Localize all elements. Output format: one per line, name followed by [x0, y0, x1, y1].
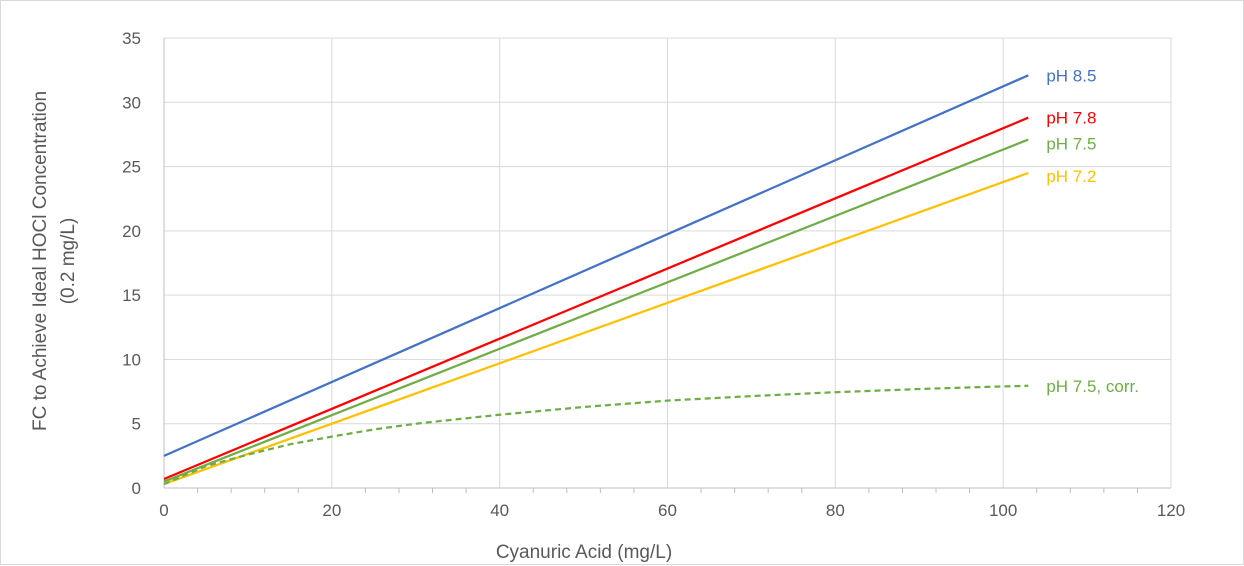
x-axis-title: Cyanuric Acid (mg/L)	[496, 542, 672, 563]
series-label-2: pH 7.5	[1046, 135, 1096, 154]
x-tick-label: 80	[826, 501, 845, 520]
y-tick-label: 30	[122, 93, 141, 112]
y-tick-label: 15	[122, 286, 141, 305]
x-tick-label: 60	[658, 501, 677, 520]
x-tick-label: 100	[989, 501, 1017, 520]
series-label-3: pH 7.2	[1046, 167, 1096, 186]
series-line-3	[163, 171, 1029, 486]
axes: 0 20 40 60 80 100 120 0 5 10 15 20 25 30 35	[122, 29, 1185, 520]
x-tick-label: 0	[159, 501, 168, 520]
y-tick-label: 35	[122, 29, 141, 48]
series-label-4: pH 7.5, corr.	[1046, 377, 1139, 396]
y-tick-label: 5	[132, 415, 141, 434]
series-label-1: pH 7.8	[1046, 109, 1096, 128]
y-tick-label: 25	[122, 158, 141, 177]
series-lines	[163, 74, 1029, 486]
series-line-2	[163, 138, 1029, 483]
series-label-0: pH 8.5	[1046, 66, 1096, 85]
series-line-4	[163, 384, 1029, 486]
series-line-0	[163, 74, 1029, 457]
y-tick-label: 0	[132, 479, 141, 498]
x-tick-label: 40	[490, 501, 509, 520]
y-tick-label: 10	[122, 350, 141, 369]
series-line-1	[163, 116, 1029, 481]
x-tick-label: 20	[322, 501, 341, 520]
x-tick-label: 120	[1157, 501, 1185, 520]
gridlines	[164, 37, 1172, 488]
y-axis-title-line2: (0.2 mg/L)	[58, 218, 79, 305]
y-tick-label: 20	[122, 222, 141, 241]
y-axis-title-line1: FC to Achieve Ideal HOCl Concentration	[30, 91, 51, 431]
series-labels: pH 8.5 pH 7.8 pH 7.5 pH 7.2 pH 7.5, corr.	[1046, 66, 1139, 396]
